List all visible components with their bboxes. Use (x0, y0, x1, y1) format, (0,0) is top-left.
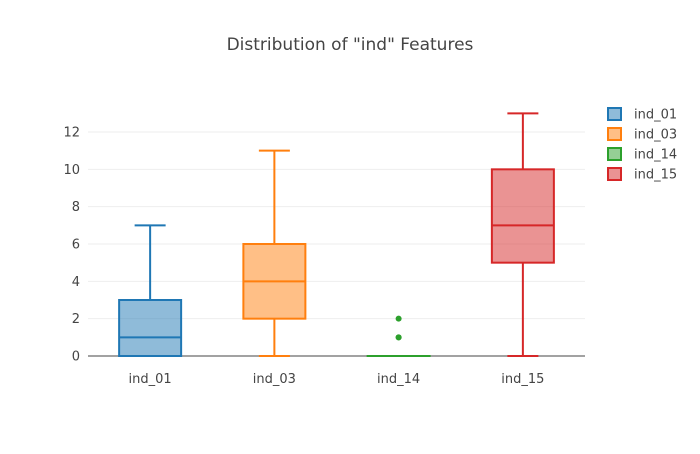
box-ind_03 (243, 151, 305, 356)
y-tick-label: 10 (63, 163, 80, 178)
y-axis-ticks: 0 2 4 6 8 10 12 (63, 126, 80, 365)
box-ind_14 (368, 316, 430, 356)
box-body (119, 300, 181, 356)
box-body (492, 169, 554, 262)
legend-item-ind_14[interactable]: ind_14 (608, 148, 677, 163)
x-tick-label: ind_14 (377, 372, 420, 387)
legend-item-ind_01[interactable]: ind_01 (608, 108, 677, 123)
legend-swatch (608, 128, 621, 140)
chart-title: Distribution of "ind" Features (227, 35, 474, 55)
outlier-point (396, 334, 402, 340)
outlier-point (396, 316, 402, 322)
x-axis-ticks: ind_01 ind_03 ind_14 ind_15 (129, 372, 545, 387)
x-tick-label: ind_15 (501, 372, 544, 387)
y-tick-label: 2 (72, 312, 80, 327)
legend-swatch (608, 168, 621, 180)
y-tick-label: 8 (72, 200, 80, 215)
y-tick-label: 12 (63, 126, 80, 141)
y-tick-label: 6 (72, 238, 80, 253)
y-tick-label: 0 (72, 350, 80, 365)
legend-label: ind_14 (634, 148, 677, 163)
boxes (119, 113, 554, 356)
box-ind_15 (492, 113, 554, 356)
legend-swatch (608, 148, 621, 160)
legend-label: ind_01 (634, 108, 677, 123)
legend-label: ind_15 (634, 168, 677, 183)
y-tick-label: 4 (72, 275, 80, 290)
legend-item-ind_03[interactable]: ind_03 (608, 128, 677, 143)
x-tick-label: ind_01 (129, 372, 172, 387)
x-tick-label: ind_03 (253, 372, 296, 387)
legend-swatch (608, 108, 621, 120)
legend-label: ind_03 (634, 128, 677, 143)
legend-item-ind_15[interactable]: ind_15 (608, 168, 677, 183)
box-ind_01 (119, 225, 181, 356)
legend[interactable]: ind_01 ind_03 ind_14 ind_15 (608, 108, 677, 183)
